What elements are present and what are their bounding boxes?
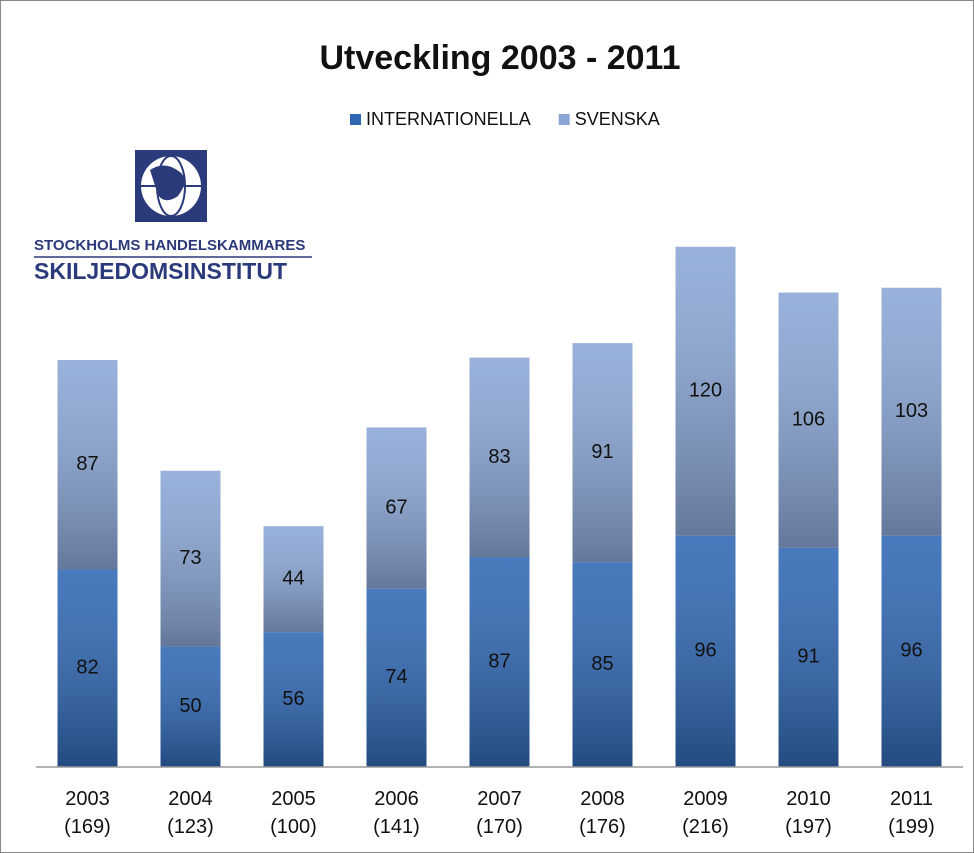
bar-shade xyxy=(366,427,427,589)
legend-swatch xyxy=(558,114,570,125)
data-label: 67 xyxy=(385,496,407,518)
data-label: 120 xyxy=(689,380,722,402)
bar-shade xyxy=(263,526,324,633)
bar-shade xyxy=(881,287,942,536)
data-label: 87 xyxy=(488,651,510,673)
bar-shade xyxy=(366,588,427,767)
bar-shade xyxy=(572,343,633,563)
logo-line1: STOCKHOLMS HANDELSKAMMARES xyxy=(34,237,305,254)
data-label: 82 xyxy=(76,657,98,679)
data-label: 106 xyxy=(792,408,825,430)
data-label: 103 xyxy=(895,400,928,422)
logo-land xyxy=(150,165,185,201)
logo-line2: SKILJEDOMSINSTITUT xyxy=(34,258,287,284)
data-label: 74 xyxy=(385,666,407,688)
data-label: 91 xyxy=(797,646,819,668)
data-label: 56 xyxy=(282,688,304,710)
bar-shade xyxy=(57,569,118,767)
bar-shade xyxy=(675,246,736,536)
x-tick-label: 2011 (199) xyxy=(888,788,935,838)
bar-shade xyxy=(160,646,221,767)
data-label: 96 xyxy=(694,640,716,662)
bar-shade xyxy=(675,535,736,767)
legend-label: INTERNATIONELLA xyxy=(366,109,531,129)
bar-shade xyxy=(778,547,839,767)
x-tick-label: 2006 (141) xyxy=(373,788,420,838)
data-label: 50 xyxy=(179,695,201,717)
data-label: 87 xyxy=(76,453,98,475)
bar-shade xyxy=(263,632,324,767)
data-label: 44 xyxy=(282,567,304,589)
bar-shade xyxy=(160,470,221,647)
legend-label: SVENSKA xyxy=(575,109,660,129)
x-tick-label: 2008 (176) xyxy=(579,788,626,838)
x-tick-label: 2009 (216) xyxy=(682,788,729,838)
x-tick-label: 2007 (170) xyxy=(476,788,523,838)
x-tick-label: 2010 (197) xyxy=(785,788,832,838)
data-label: 73 xyxy=(179,547,201,569)
legend-swatch xyxy=(350,114,361,125)
data-label: 85 xyxy=(591,653,613,675)
chart-title: Utveckling 2003 - 2011 xyxy=(319,39,680,77)
data-label: 83 xyxy=(488,446,510,468)
bar-shade xyxy=(57,359,118,570)
bar-shade xyxy=(469,557,530,767)
data-label: 96 xyxy=(900,640,922,662)
bar-shade xyxy=(778,292,839,548)
x-tick-label: 2004 (123) xyxy=(167,788,214,838)
logo: STOCKHOLMS HANDELSKAMMARES SKILJEDOMSINS… xyxy=(34,150,312,284)
bar-shade xyxy=(572,562,633,767)
bar-shade xyxy=(469,357,530,558)
x-tick-label: 2003 (169) xyxy=(64,788,111,838)
x-tick-label: 2005 (100) xyxy=(270,788,317,838)
data-label: 91 xyxy=(591,441,613,463)
bar-shade xyxy=(881,535,942,767)
